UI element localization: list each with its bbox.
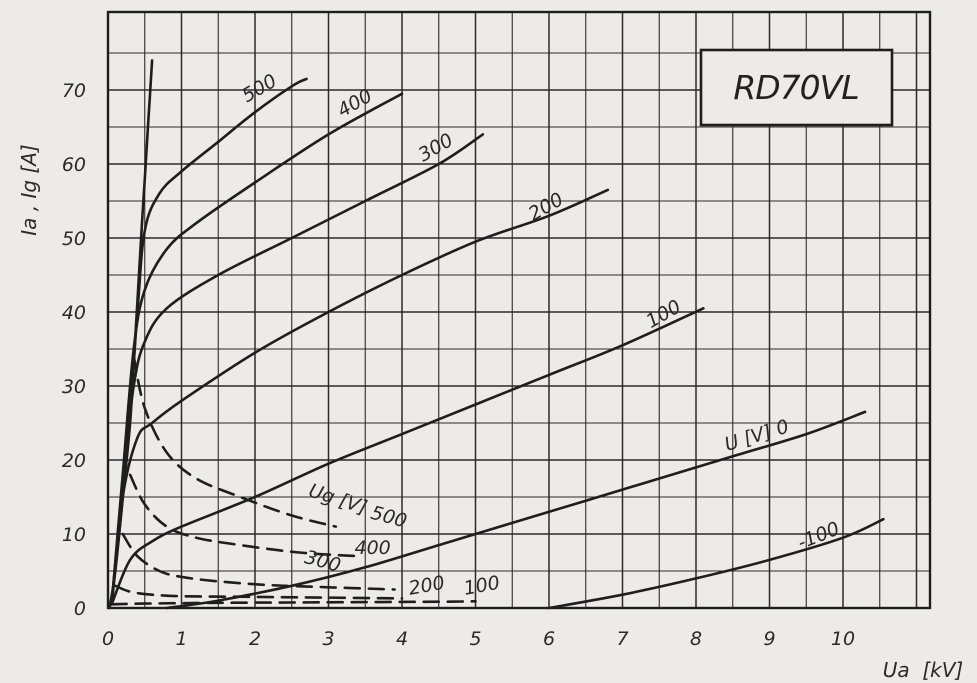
curve-ia-300 [110,133,485,606]
x-tick-label: 1 [175,628,187,650]
curve-ig-ug-400 [128,473,360,558]
curve-ia-100 [110,307,705,606]
y-tick-label: 70 [62,80,86,102]
y-tick-label: 20 [62,450,86,472]
x-tick-label: 6 [543,628,555,650]
curve-ia--100 [547,517,885,610]
curve-ig-ug-0-envelope- [108,59,154,610]
y-tick-label: 0 [74,598,86,620]
x-tick-label: 3 [322,628,334,650]
curve-ig-ug-100 [110,600,477,606]
tube-badge-text: RD70VL [733,68,858,107]
y-tick-label: 40 [62,302,86,324]
y-tick-label: 10 [62,524,86,546]
x-tick-label: 10 [831,628,855,650]
x-tick-label: 8 [690,628,702,650]
curve-ig-ug-200 [114,584,404,600]
curve-ig-ug-300 [121,532,396,591]
curve-label: 400 [354,537,390,559]
tube-badge: RD70VL [699,48,894,127]
x-tick-label: 9 [763,628,775,650]
plot-frame [106,10,932,610]
tick-labels: 0 1 2 3 4 5 6 7 8 9 10 0 10 20 30 40 50 60 70 [62,80,855,650]
y-tick-label: 30 [62,376,86,398]
x-tick-label: 5 [469,628,481,650]
tube-badge-frame [699,48,894,127]
curves [108,59,885,610]
curve-ia-200 [110,188,610,606]
y-axis-title: Ia , Ig [A] [17,144,41,235]
curve-ia-0 [165,410,867,610]
x-tick-label: 2 [249,628,261,650]
y-tick-label: 50 [62,228,86,250]
x-tick-label: 0 [102,628,114,650]
curve-ig-ug-500 [132,355,338,528]
x-tick-label: 4 [396,628,408,650]
y-tick-label: 60 [62,154,86,176]
x-axis-title: Ua [kV] [883,658,963,682]
x-tick-label: 7 [616,628,628,650]
